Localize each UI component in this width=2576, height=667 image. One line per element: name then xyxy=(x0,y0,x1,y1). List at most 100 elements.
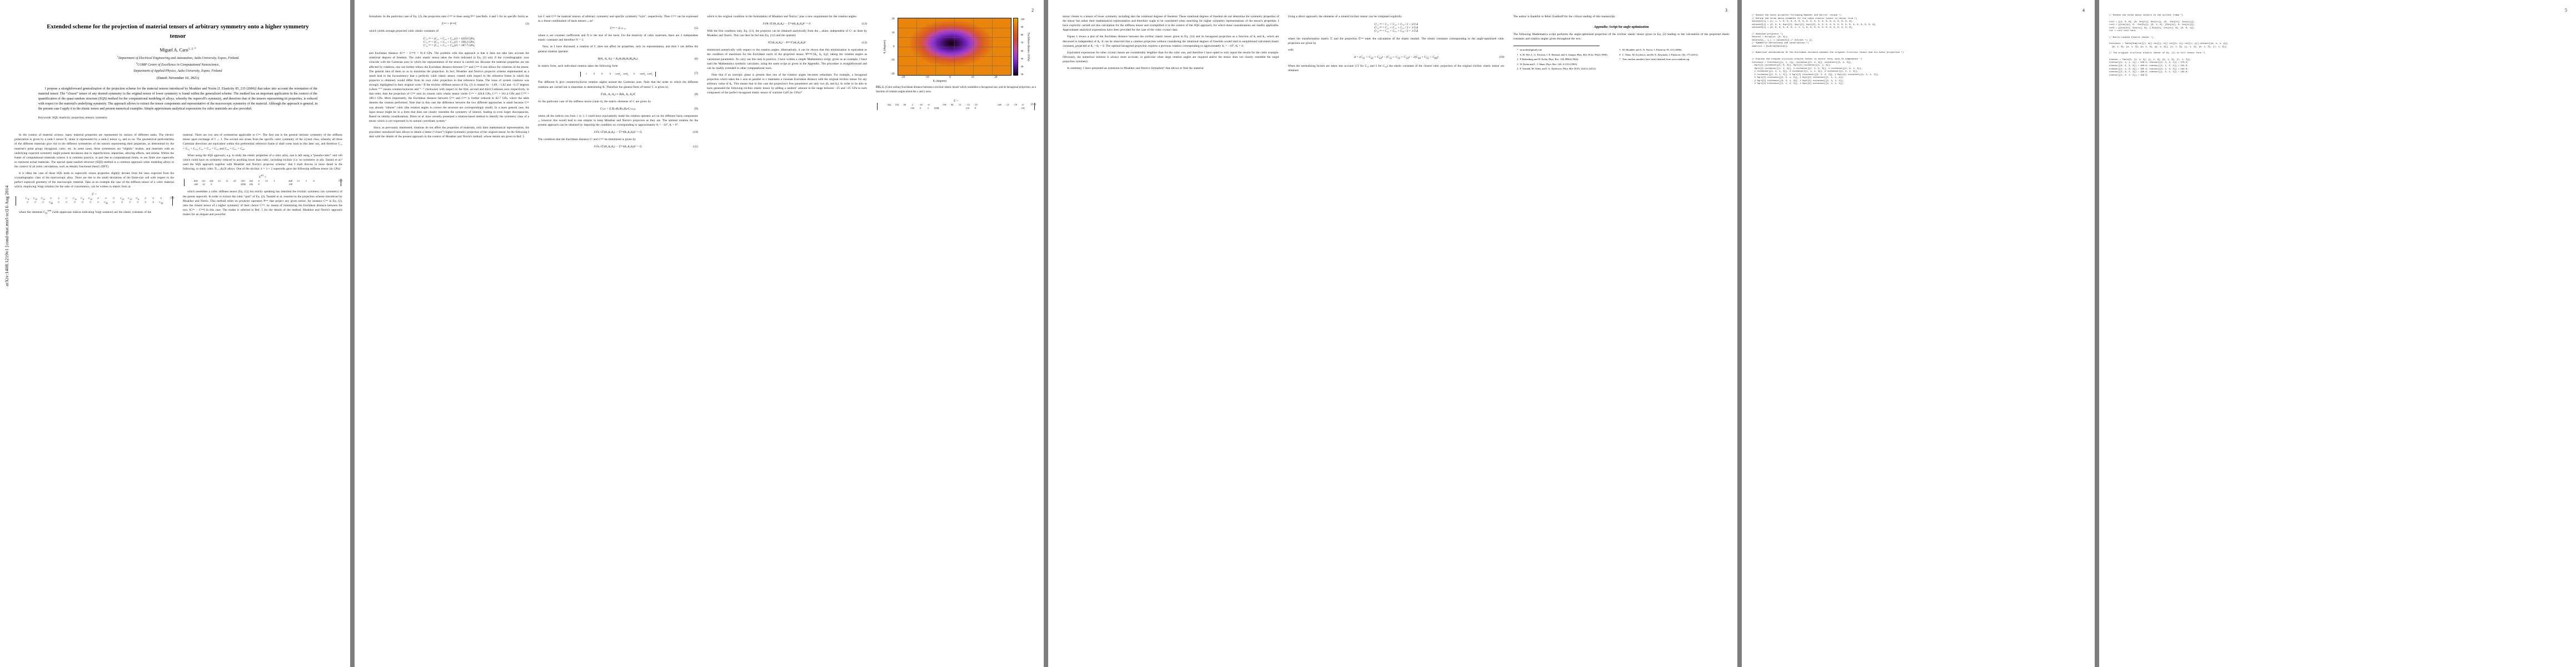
mathematica-code-block-6[interactable]: (* Gaussian projector *) xyxy=(1752,33,2087,37)
affiliation-1: 1Department of Electrical Engineering an… xyxy=(35,55,321,61)
mathematica-rot3[interactable]: rot3 = {{Cos[tz], Sin[tz], 0}, {-Sin[tz]… xyxy=(2109,27,2569,31)
mathematica-code-block-25[interactable]: 2 Sqrt[2] csitensor[[2, 2, 1, 2]], 2 Sqr… xyxy=(1752,77,2087,80)
page-number-4: 4 xyxy=(2082,8,2085,13)
equation-14-number: (14) xyxy=(1030,103,1036,106)
equation-15: Cˢ₁₁ᶜᵘᵇ = C₁₁ + C₂₂ + C₃₃ / 3 − 2/3 Δ xyxy=(1374,23,1418,27)
matrix-row: 428 13 3 0 xyxy=(288,179,315,182)
paragraph: minimized numerically with respect to th… xyxy=(707,48,867,70)
code-text: Valore1 = Array[v1, {3, 3}]; xyxy=(1752,36,1788,39)
mathematica-code-block-12[interactable]: (* Numerical minimization of the Euclide… xyxy=(1752,52,2087,55)
equation-4b: Cˢ₁₂ᶜᵘᵇ = (C₁₂ + C₁₃ + C₂₃)/3 = 160.3 GP… xyxy=(423,41,475,44)
paper-page-2: 2 formalism. In the particular case of E… xyxy=(355,0,1044,667)
equation-18-number: (18) xyxy=(1499,56,1504,59)
mathematica-code-block-20[interactable]: csitensor = Csitensor[[1, 1, 1]], csiten… xyxy=(1752,62,2087,65)
mathematica-rot2[interactable]: rot2 = {{Cos[ty], 0, -Sin[ty]}, {0, 1, 0… xyxy=(2109,24,2569,27)
mathematica-csitensor[interactable]: Csitensor = Table[Sum[rot[[i, m]] rot[[j… xyxy=(2109,43,2569,46)
paragraph: The different θᵢ give counterclockwise r… xyxy=(538,81,698,89)
paragraph: where the transformation matrix ℂ and th… xyxy=(1288,37,1504,46)
mathematica-code-block-2[interactable]: (* Define the three basis elements for t… xyxy=(1752,18,2087,21)
paragraph: where all the indices run from 1 to 3. I… xyxy=(538,114,698,127)
paper-page-1: arXiv:1408.1219v1 [cond-mat.mtrl-sci] 6 … xyxy=(0,0,350,667)
appendix-heading: Appendix: Script for angle optimization xyxy=(1593,26,1649,29)
mathematica-code-block-24[interactable]: 2 csitensor[[3, 3, 1, 2]], 2 Sqrt[2] csi… xyxy=(1752,74,2087,77)
paper-page-4: 4 (* Obtain the cubic projector followin… xyxy=(1742,0,2095,667)
matrix-row: SYM 114 9 xyxy=(934,106,976,109)
matrix-row: 378 94 13 −15 −15 xyxy=(942,103,978,106)
code-text: (* Express the rotated triclinic elastic… xyxy=(1752,58,1862,61)
page-2-columns: formalism. In the particular case of Eq.… xyxy=(355,0,1044,152)
code-text: (* Obtain the cubic projector following … xyxy=(1752,14,1842,17)
heatmap-colorbar xyxy=(1013,18,1018,76)
heatmap-canvas xyxy=(897,18,1012,76)
page-1-column-right: material. There are two sets of symmetri… xyxy=(183,133,342,219)
code-text: (* Rotate the three basis tensors to the… xyxy=(2109,14,2184,17)
abstract-text: I propose a straightforward generalizati… xyxy=(38,87,318,111)
cbar-tick: 60 xyxy=(1020,49,1024,52)
author-line: Miguel A. Caro1, 2, * xyxy=(16,47,340,53)
y-tick: 10 xyxy=(891,31,895,34)
mathematica-code-block-26[interactable]: 2 Sqrt[2] csitensor[[3, 3, 1, 3]], 2 Sqr… xyxy=(1752,80,2087,83)
equation-2-lhs: ℂtri = xyxy=(258,175,267,179)
reference-item: 6 C. Diner, M. Kochetov, and M. A. Slawin… xyxy=(1616,53,1698,57)
mathematica-code-block-18[interactable]: (* Express the rotated triclinic elastic… xyxy=(1752,58,2087,62)
reference-text: True random numbers have been obtained f… xyxy=(1622,58,1690,61)
equation-14-lhs: ℂ = xyxy=(953,99,959,103)
mathematica-code-block-21[interactable]: Sqrt[2] csitensor[[2, 3, 3]], Sqrt[2] cs… xyxy=(1752,64,2087,68)
reference-item: 2 P. Rehenberg and W. Kohn, Phys. Rev. 13… xyxy=(1513,58,1608,62)
x-tick: 20 xyxy=(994,76,998,79)
mathematica-rot-product[interactable]: rot = rot1.rot2.rot3; xyxy=(2109,30,2569,33)
code-text: ctensor[[2, 3, 2, 3]] = 190.0; ctensor[[… xyxy=(2109,71,2189,74)
x-tick: 10 xyxy=(971,76,974,79)
page-2-column-middle: Let C and Cˢʸᵐ be material tensors of ar… xyxy=(538,14,698,152)
mathematica-ctensor-3[interactable]: ctensor[[1, 1, 3, 3]] = 185.0; ctensor[[… xyxy=(2109,68,2569,72)
equation-4c: Cˢ₄₄ᶜᵘᵇ = (C₄₄ + C₅₅ + C₆₆)/3 = 187.7 GP… xyxy=(423,44,475,48)
equation-4a: Cˢ₁₁ᶜᵘᵇ = (C₁₁ + C₂₂ + C₃₃)/3 = 439.0 GP… xyxy=(423,37,475,41)
mathematica-rot-comment[interactable]: (* Rotate the three basis tensors to the… xyxy=(2109,14,2569,18)
author-name: Miguel A. Caro xyxy=(160,48,188,53)
mathematica-build-comment[interactable]: (* Build rotated elastic tensor *) xyxy=(2109,37,2569,40)
mathematica-code-block-9[interactable]: (* Symmetric definitions and constructio… xyxy=(1752,42,2087,46)
page-number-5: 5 xyxy=(2565,8,2567,13)
mathematica-ctensor-1[interactable]: ctensor[[1, 1, 1, 1]] = 439.0; ctensor[[… xyxy=(2109,62,2569,65)
cbar-tick: 70 xyxy=(1020,41,1024,44)
mathematica-code-block-8[interactable]: Valore2[i_, j_] := valuesV1[[ (* extract… xyxy=(1752,39,2087,43)
page-4-body: (* Obtain the cubic projector following … xyxy=(1742,0,2095,92)
mathematica-ctensor-4[interactable]: ctensor[[2, 3, 2, 3]] = 190.0; ctensor[[… xyxy=(2109,71,2569,74)
acknowledgement: The author is thankful to Rémi Zoubkoff … xyxy=(1513,15,1616,18)
paragraph: material. There are two sets of symmetri… xyxy=(183,133,342,151)
mathematica-ctensor-2[interactable]: ctensor[[3, 3, 3, 3]] = 408.0; ctensor[[… xyxy=(2109,65,2569,68)
mathematica-code-block-5[interactable]: valuesV3[1] = {0, 0, 0, 0, 0, 0, 1, 1, 1… xyxy=(1752,27,2087,30)
mathematica-ctensor-5[interactable]: ctensor[[1, 2, 1, 2]] = 189.0; xyxy=(2109,74,2569,78)
reference-item: 3 W. Kohn and L. J. Sham, Phys. Rev. 140,… xyxy=(1513,63,1608,67)
equation-12-body: ∂/∂θᵢ ‖ℂˢ(θₓ,θᵧ,θᵩ) − ℂˢʸᵐ(θₓ,θᵧ,θᵩ)‖² =… xyxy=(763,22,811,26)
mathematica-csitensor-cont[interactable]: {m, 1, 3}, {n, 1, 3}, {o, 1, 3}, {p, 1, … xyxy=(2109,46,2569,49)
y-tick: 20 xyxy=(891,18,895,21)
mathematica-code-block-22[interactable]: Sqrt[2] csitensor[[1, 1, 2]], 2 csitenso… xyxy=(1752,68,2087,71)
reference-text: mcaroba@gmail.com xyxy=(1519,48,1542,52)
mathematica-code-block-3[interactable]: valuesV1[1] = {1, 1, 1, 0, 0, 0, 0, 0, 0… xyxy=(1752,21,2087,24)
mathematica-code-block-10[interactable]: vmatrix1 = Inverse[Valore1]; xyxy=(1752,46,2087,49)
equation-10: ∂/∂eᵢ ‖ℂˢ(θₓ,θᵧ,θᵩ) − ℂˢʸᵐ(θₓ,θᵧ,θᵩ)‖² =… xyxy=(538,131,698,134)
mathematica-ctensor-comment[interactable]: (* The original triclinic elastic tensor… xyxy=(2109,52,2569,56)
mathematica-code-block-27[interactable]: 2 Sqrt[2] csitensor[[1, 1, 2, 3]], 2 Sqr… xyxy=(1752,83,2087,86)
equation-12-number: (12) xyxy=(861,22,867,26)
paragraph: In the context of material science, many… xyxy=(14,133,174,168)
equation-4: Cˢ₁₁ᶜᵘᵇ = (C₁₁ + C₂₂ + C₃₃)/3 = 439.0 GP… xyxy=(369,37,529,47)
equation-8-number: (8) xyxy=(694,92,698,96)
stiffness-matrix-triclinic: 436 161 160 12 11 25 453 160 4 15 1 428 13 3 0 168 12… xyxy=(184,178,341,187)
mathematica-code-block-4[interactable]: valuesV2[1] = {0, 0, 0, Sqrt[2], Sqrt[2]… xyxy=(1752,24,2087,27)
mathematica-code-block-7[interactable]: Valore1 = Array[v1, {3, 3}]; xyxy=(1752,36,2087,39)
code-text: ctensor = Table[0, {i, 1, 3}, {j, 1, 3},… xyxy=(2109,58,2191,61)
code-text: valuesV2[1] = {0, 0, 0, Sqrt[2], Sqrt[2]… xyxy=(1752,23,1877,26)
heatmap-y-axis-label: θᵧ (degrees) xyxy=(883,39,886,54)
figure-1-caption-text: (Color online) Euclidean distance betwee… xyxy=(876,86,1037,93)
reference-item: 5 M. Moakher and A. N. Norris, J. Elastic… xyxy=(1616,48,1698,52)
mathematica-code-block-23[interactable]: 2 csitensor[[1, 2, 1, 2]], 2 csitensor[[… xyxy=(1752,71,2087,74)
code-text: rot3 = {{Cos[tz], Sin[tz], 0}, {-Sin[tz]… xyxy=(2109,27,2195,29)
mathematica-rot1[interactable]: rot1 = {{1, 0, 0}, {0, Cos[tx], Sin[tx]}… xyxy=(2109,21,2569,24)
mathematica-code-block-1[interactable]: (* Obtain the cubic projector following … xyxy=(1752,14,2087,18)
paragraph: Let C and Cˢʸᵐ be material tensors of ar… xyxy=(538,15,698,23)
mathematica-ctensor-init[interactable]: ctensor = Table[0, {i, 1, 3}, {j, 1, 3},… xyxy=(2109,59,2569,62)
